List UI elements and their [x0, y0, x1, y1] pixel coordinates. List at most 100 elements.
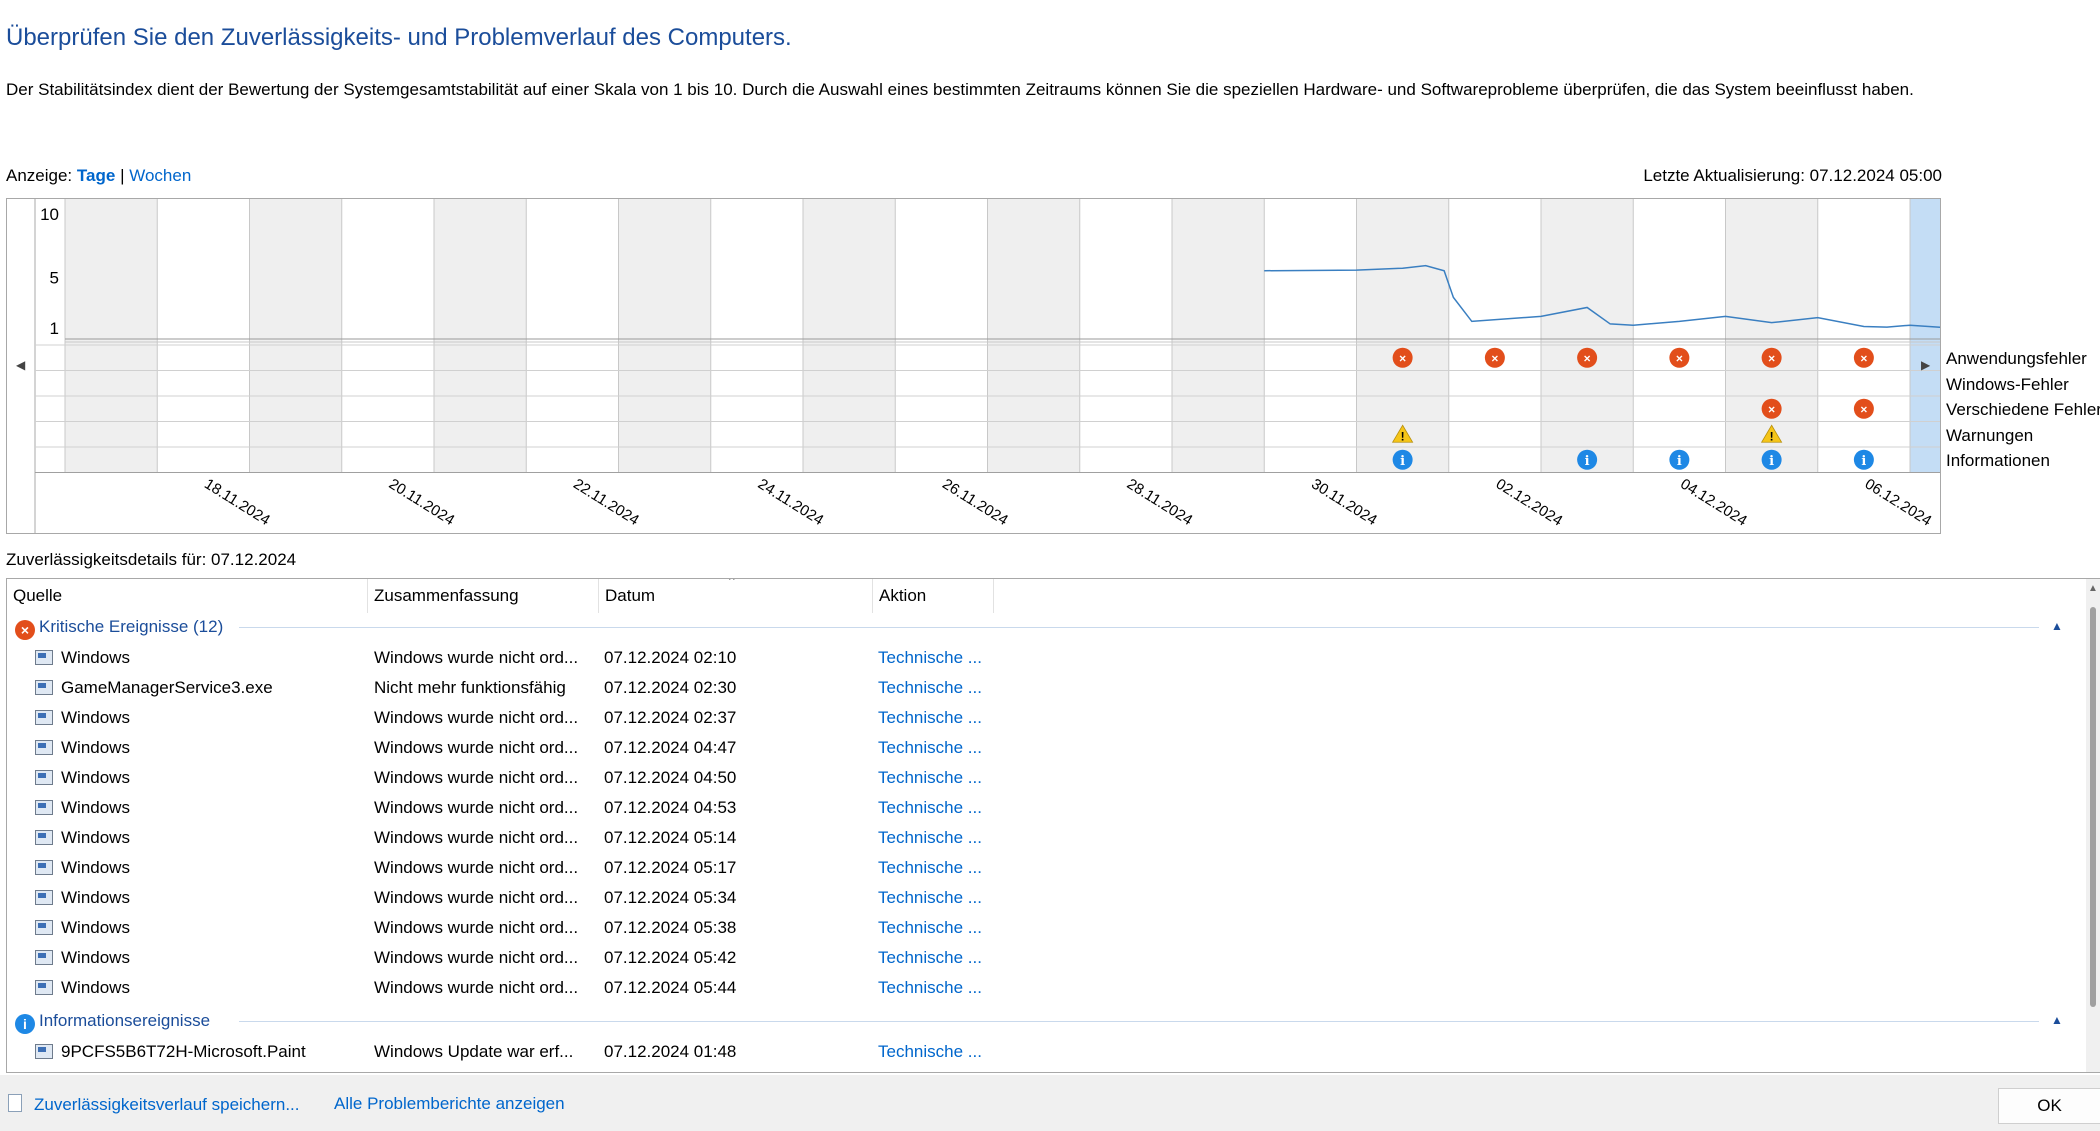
legend-warnings: Warnungen	[1946, 425, 2034, 445]
row-action-link[interactable]: Technische ...	[878, 888, 982, 907]
row-action-link[interactable]: Technische ...	[878, 768, 982, 787]
row-source: Windows	[61, 978, 130, 997]
view-days-link[interactable]: Tage	[76, 166, 116, 185]
x-tick-label: 28.11.2024	[1124, 475, 1196, 529]
row-action-link[interactable]: Technische ...	[878, 1042, 982, 1061]
row-source: Windows	[61, 918, 130, 937]
collapse-group-icon[interactable]: ▲	[2051, 619, 2063, 633]
table-row[interactable]: Windows Windows wurde nicht ord... 07.12.2…	[7, 733, 2067, 763]
column-header-date[interactable]: Datum	[599, 579, 873, 613]
event-legend: Anwendungsfehler Windows-Fehler Verschie…	[1946, 346, 2100, 474]
row-action-link[interactable]: Technische ...	[878, 858, 982, 877]
table-row[interactable]: Windows Windows wurde nicht ord... 07.12.2…	[7, 643, 2067, 673]
row-source: Windows	[61, 768, 130, 787]
application-icon	[35, 980, 53, 995]
row-summary: Windows wurde nicht ord...	[374, 858, 579, 877]
warning-icon	[1760, 424, 1783, 443]
error-icon	[1853, 398, 1874, 419]
table-row[interactable]: Windows Windows wurde nicht ord... 07.12.2…	[7, 853, 2067, 883]
table-row[interactable]: Windows Windows wurde nicht ord... 07.12.2…	[7, 973, 2067, 1003]
day-column	[157, 199, 250, 473]
chart-scroll-right-icon[interactable]: ▶	[1921, 358, 1931, 372]
column-header-summary[interactable]: Zusammenfassung	[368, 579, 599, 613]
scrollbar-thumb[interactable]	[2090, 607, 2096, 1007]
info-icon: i	[15, 1014, 35, 1034]
day-column	[987, 199, 1080, 473]
table-row[interactable]: Windows Windows wurde nicht ord... 07.12.2…	[7, 883, 2067, 913]
row-action-link[interactable]: Technische ...	[878, 978, 982, 997]
column-header-source[interactable]: Quelle	[7, 579, 368, 613]
row-summary: Windows wurde nicht ord...	[374, 888, 579, 907]
row-summary: Nicht mehr funktionsfähig	[374, 678, 566, 697]
row-source: Windows	[61, 738, 130, 757]
table-row[interactable]: Windows Windows wurde nicht ord... 07.12.2…	[7, 793, 2067, 823]
warning-mark: !	[1401, 429, 1405, 443]
group-divider	[239, 1021, 2039, 1022]
x-tick-label: 20.11.2024	[386, 475, 458, 529]
row-summary: Windows wurde nicht ord...	[374, 918, 579, 937]
application-icon	[35, 830, 53, 845]
error-icon	[1853, 347, 1874, 368]
table-row[interactable]: 9PCFS5B6T72H-Microsoft.Paint Windows Upda…	[7, 1037, 2067, 1067]
view-weeks-link[interactable]: Wochen	[129, 166, 192, 185]
day-column	[249, 199, 342, 473]
group-header[interactable]: × Kritische Ereignisse (12)	[15, 613, 223, 641]
x-tick-label: 22.11.2024	[570, 475, 642, 529]
row-action-link[interactable]: Technische ...	[878, 828, 982, 847]
row-date: 07.12.2024 04:50	[604, 768, 737, 787]
row-summary: Windows wurde nicht ord...	[374, 948, 579, 967]
row-action-link[interactable]: Technische ...	[878, 948, 982, 967]
reliability-chart[interactable]: 1051××××××××××!!iiiiii18.11.202420.11.20…	[6, 198, 1941, 534]
info-icon	[1577, 449, 1598, 470]
day-column	[65, 199, 158, 473]
row-summary: Windows wurde nicht ord...	[374, 738, 579, 757]
application-icon	[35, 710, 53, 725]
day-column	[1541, 199, 1634, 473]
column-header-action[interactable]: Aktion	[873, 579, 994, 613]
last-update-text: Letzte Aktualisierung: 07.12.2024 05:00	[1643, 166, 1942, 185]
scroll-up-icon[interactable]: ▲	[2088, 583, 2098, 594]
save-history-label[interactable]: Zuverlässigkeitsverlauf speichern...	[34, 1095, 300, 1114]
row-summary: Windows wurde nicht ord...	[374, 708, 579, 727]
row-source: Windows	[61, 798, 130, 817]
table-row[interactable]: Windows Windows wurde nicht ord... 07.12.2…	[7, 913, 2067, 943]
row-source: Windows	[61, 648, 130, 667]
table-row[interactable]: Windows Windows wurde nicht ord... 07.12.2…	[7, 703, 2067, 733]
row-action-link[interactable]: Technische ...	[878, 798, 982, 817]
row-action-link[interactable]: Technische ...	[878, 648, 982, 667]
row-action-link[interactable]: Technische ...	[878, 738, 982, 757]
table-row[interactable]: GameManagerService3.exe Nicht mehr funkti…	[7, 673, 2067, 703]
error-mark: ×	[1584, 351, 1591, 365]
page-title: Überprüfen Sie den Zuverlässigkeits- und…	[6, 24, 792, 51]
info-mark: i	[1769, 454, 1774, 469]
group-title: Informationsereignisse	[39, 1011, 211, 1030]
vertical-scrollbar[interactable]: ▲	[2086, 579, 2100, 1072]
row-summary: Windows wurde nicht ord...	[374, 828, 579, 847]
table-row[interactable]: Windows Windows wurde nicht ord... 07.12.2…	[7, 943, 2067, 973]
application-icon	[35, 920, 53, 935]
save-history-link[interactable]: Zuverlässigkeitsverlauf speichern...	[8, 1094, 300, 1115]
error-icon	[1577, 347, 1598, 368]
day-column	[710, 199, 803, 473]
row-action-link[interactable]: Technische ...	[878, 708, 982, 727]
day-column	[1172, 199, 1265, 473]
collapse-group-icon[interactable]: ▲	[2051, 1013, 2063, 1027]
error-mark: ×	[1768, 402, 1775, 416]
row-summary: Windows wurde nicht ord...	[374, 648, 579, 667]
ok-button[interactable]: OK	[1998, 1088, 2100, 1124]
group-header[interactable]: i Informationsereignisse	[15, 1007, 210, 1035]
chart-scroll-left-icon[interactable]: ◀	[16, 358, 26, 372]
reliability-chart-svg[interactable]: 1051××××××××××!!iiiiii18.11.202420.11.20…	[7, 199, 1940, 533]
table-row[interactable]: Windows Windows wurde nicht ord... 07.12.2…	[7, 823, 2067, 853]
row-action-link[interactable]: Technische ...	[878, 918, 982, 937]
table-row[interactable]: Windows Windows wurde nicht ord... 07.12.2…	[7, 763, 2067, 793]
legend-windows-errors: Windows-Fehler	[1946, 374, 2069, 394]
legend-application-errors: Anwendungsfehler	[1946, 349, 2087, 368]
day-column	[1079, 199, 1172, 473]
row-action-link[interactable]: Technische ...	[878, 678, 982, 697]
application-icon	[35, 650, 53, 665]
row-date: 07.12.2024 02:37	[604, 708, 737, 727]
application-icon	[35, 800, 53, 815]
all-reports-link[interactable]: Alle Problemberichte anzeigen	[334, 1094, 565, 1113]
day-column	[434, 199, 527, 473]
